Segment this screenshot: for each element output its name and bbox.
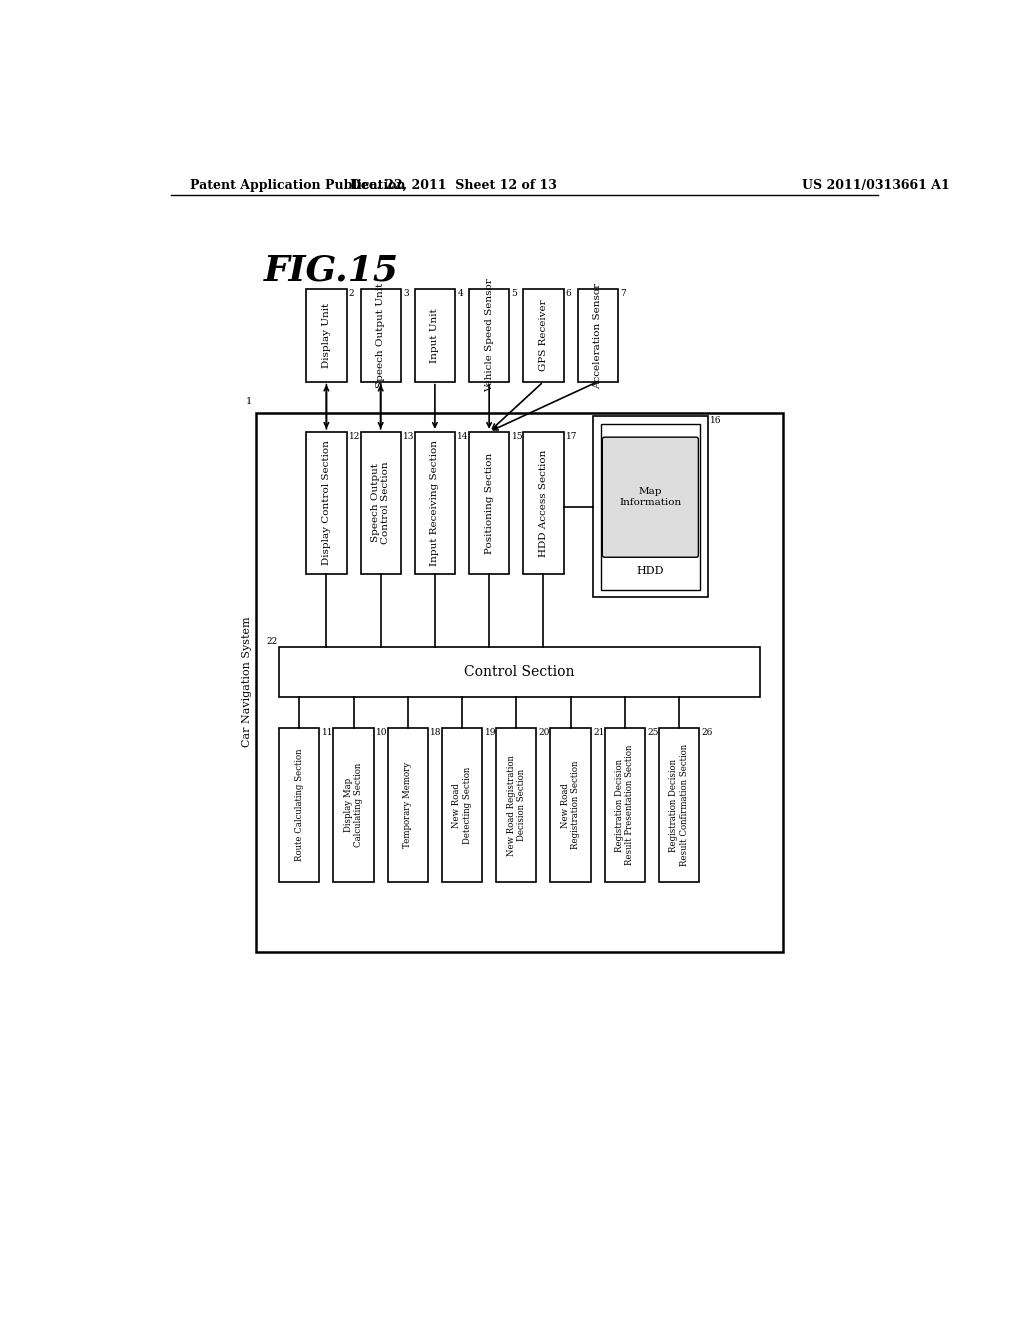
Text: GPS Receiver: GPS Receiver	[539, 300, 548, 371]
Bar	[442, 729, 482, 882]
Bar	[496, 729, 537, 882]
Text: 26: 26	[701, 729, 713, 737]
Bar	[256, 413, 783, 952]
Text: 14: 14	[458, 432, 469, 441]
Text: 22: 22	[266, 636, 278, 645]
Text: 1: 1	[246, 397, 252, 407]
Bar	[607, 442, 699, 558]
Text: Speech Output Unit: Speech Output Unit	[376, 282, 385, 388]
Text: 19: 19	[484, 729, 496, 737]
Bar	[593, 416, 708, 598]
Bar	[469, 432, 509, 574]
Text: Map
Information: Map Information	[620, 487, 682, 507]
Text: Control Section: Control Section	[464, 665, 574, 680]
Text: 10: 10	[376, 729, 387, 737]
Text: US 2011/0313661 A1: US 2011/0313661 A1	[802, 178, 950, 191]
Text: 25: 25	[647, 729, 658, 737]
Text: Vehicle Speed Sensor: Vehicle Speed Sensor	[484, 279, 494, 392]
Bar	[658, 729, 699, 882]
Bar	[550, 729, 591, 882]
Text: FIG.15: FIG.15	[263, 253, 398, 286]
Text: 3: 3	[403, 289, 409, 298]
Text: 21: 21	[593, 729, 604, 737]
Text: 17: 17	[566, 432, 578, 441]
Text: 18: 18	[430, 729, 441, 737]
Text: Route Calculating Section: Route Calculating Section	[295, 748, 304, 862]
Bar	[415, 432, 455, 574]
Bar	[523, 432, 563, 574]
Text: Dec. 22, 2011  Sheet 12 of 13: Dec. 22, 2011 Sheet 12 of 13	[350, 178, 557, 191]
Bar	[604, 729, 645, 882]
Bar	[469, 289, 509, 381]
Text: 20: 20	[539, 729, 550, 737]
Text: Input Unit: Input Unit	[430, 308, 439, 363]
Bar	[601, 424, 700, 590]
Text: 16: 16	[710, 416, 722, 425]
Bar	[306, 432, 346, 574]
Text: Display Unit: Display Unit	[322, 302, 331, 368]
Text: 4: 4	[458, 289, 463, 298]
Text: 5: 5	[512, 289, 517, 298]
Text: 11: 11	[322, 729, 333, 737]
Bar	[415, 289, 455, 381]
Bar	[280, 729, 319, 882]
Text: Car Navigation System: Car Navigation System	[242, 616, 252, 747]
Text: Speech Output
Control Section: Speech Output Control Section	[371, 462, 390, 544]
Text: Patent Application Publication: Patent Application Publication	[190, 178, 406, 191]
Bar	[388, 729, 428, 882]
Text: Positioning Section: Positioning Section	[484, 453, 494, 553]
Text: 12: 12	[349, 432, 360, 441]
Text: Display Map
Calculating Section: Display Map Calculating Section	[344, 763, 364, 847]
Bar	[523, 289, 563, 381]
Bar	[360, 432, 400, 574]
Text: 7: 7	[621, 289, 626, 298]
Text: Acceleration Sensor: Acceleration Sensor	[593, 282, 602, 388]
Text: Registration Decision
Result Confirmation Section: Registration Decision Result Confirmatio…	[670, 744, 689, 866]
Text: Temporary Memory: Temporary Memory	[403, 762, 413, 849]
Text: New Road
Registration Section: New Road Registration Section	[561, 762, 581, 849]
Text: New Road
Detecting Section: New Road Detecting Section	[453, 767, 472, 843]
Text: Registration Decision
Result Presentation Section: Registration Decision Result Presentatio…	[615, 744, 635, 866]
Text: 2: 2	[349, 289, 354, 298]
Text: 15: 15	[512, 432, 523, 441]
Text: Display Control Section: Display Control Section	[322, 441, 331, 565]
Text: New Road Registration
Decision Section: New Road Registration Decision Section	[507, 755, 526, 855]
Text: 13: 13	[403, 432, 415, 441]
Bar	[360, 289, 400, 381]
FancyBboxPatch shape	[602, 437, 698, 557]
Bar	[306, 289, 346, 381]
Bar	[578, 289, 617, 381]
Text: 6: 6	[566, 289, 571, 298]
Text: HDD: HDD	[637, 566, 665, 576]
Text: HDD Access Section: HDD Access Section	[539, 449, 548, 557]
Bar	[280, 647, 760, 697]
Text: Input Receiving Section: Input Receiving Section	[430, 440, 439, 566]
Bar	[334, 729, 374, 882]
